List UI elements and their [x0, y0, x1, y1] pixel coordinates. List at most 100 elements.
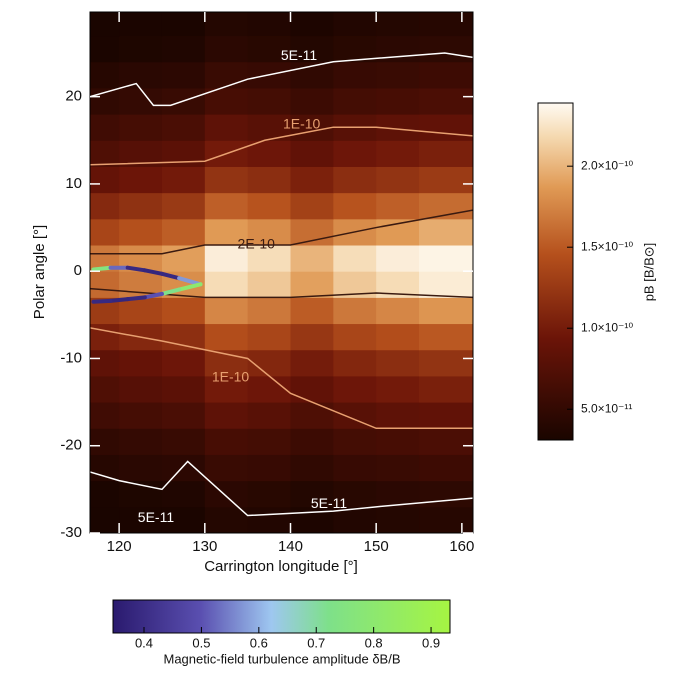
heat-cell: [376, 140, 420, 167]
heat-cell: [247, 375, 291, 403]
heat-cell: [333, 140, 377, 167]
heat-cell: [161, 454, 206, 482]
heat-cell: [419, 218, 473, 246]
heat-cell: [333, 454, 377, 482]
heat-cell: [419, 323, 473, 351]
heat-cell: [290, 218, 334, 246]
overlay: [90, 52, 473, 517]
heat-cell: [419, 12, 473, 37]
x-tick-label: 150: [364, 538, 389, 555]
heat-cell: [161, 12, 206, 37]
heat-cell: [90, 271, 120, 298]
heat-cell: [161, 297, 206, 325]
colorbar-turbulence-tick-label: 0.8: [365, 635, 383, 650]
heat-cell: [376, 245, 420, 272]
heat-cell: [290, 166, 334, 194]
heat-cell: [247, 323, 291, 351]
heat-cell: [376, 166, 420, 194]
heat-cell: [204, 218, 249, 246]
heat-cell: [161, 506, 206, 533]
heat-cell: [204, 12, 249, 37]
heat-cell: [376, 61, 420, 89]
heat-cell: [333, 192, 377, 220]
heat-cell: [333, 87, 377, 115]
y-tick-label: -10: [60, 349, 82, 366]
heat-cell: [333, 349, 377, 377]
plot-frame: [89, 11, 474, 534]
heat-cell: [119, 349, 163, 377]
heat-cell: [204, 114, 249, 141]
track-segment: [125, 265, 147, 273]
heat-cell: [419, 245, 473, 272]
heat-cell: [419, 506, 473, 533]
colorbar-turbulence-label: Magnetic-field turbulence amplitude δB/B: [163, 651, 400, 666]
heat-cell: [204, 245, 249, 272]
heat-cell: [333, 428, 377, 455]
heat-cell: [247, 192, 291, 220]
heat-cell: [119, 61, 163, 89]
heat-cell: [119, 166, 163, 194]
contour-line: [90, 327, 473, 430]
heat-cell: [333, 245, 377, 272]
heat-cell: [376, 323, 420, 351]
heat-cell: [247, 428, 291, 455]
x-tick-label: 140: [278, 538, 303, 555]
colorbar-turbulence-tick-label: 0.7: [307, 635, 325, 650]
heat-cell: [119, 35, 163, 63]
heat-cell: [90, 218, 120, 246]
heat-cell: [247, 12, 291, 37]
colorbar-turbulence-tick-label: 0.6: [250, 635, 268, 650]
heat-cell: [247, 480, 291, 508]
heat-cell: [119, 402, 163, 429]
heat-cell: [161, 218, 206, 246]
heat-cell: [204, 428, 249, 455]
heat-cell: [290, 192, 334, 220]
heat-cell: [119, 454, 163, 482]
heat-cell: [419, 297, 473, 325]
heat-cell: [247, 166, 291, 194]
contour-label: 1E-10: [212, 368, 250, 384]
heat-cell: [333, 402, 377, 429]
heat-cell: [419, 454, 473, 482]
heat-cell: [376, 87, 420, 115]
contour-label: 5E-11: [138, 509, 175, 525]
heat-cell: [119, 192, 163, 220]
heat-cell: [204, 192, 249, 220]
heat-cell: [333, 480, 377, 508]
heat-cell: [161, 402, 206, 429]
heat-cell: [247, 140, 291, 167]
heat-cell: [247, 454, 291, 482]
heat-cell: [204, 61, 249, 89]
heat-cell: [333, 375, 377, 403]
heat-cell: [204, 375, 249, 403]
heat-cell: [90, 506, 120, 533]
heat-cell: [119, 12, 163, 37]
heat-cell: [290, 428, 334, 455]
y-tick-label: 10: [65, 175, 82, 192]
colorbar-tick-label: 5.0×10⁻¹¹: [581, 401, 632, 415]
heat-cell: [247, 402, 291, 429]
heat-cell: [290, 87, 334, 115]
track-segment: [159, 287, 182, 296]
y-tick-label: -30: [60, 524, 82, 541]
colorbar-tick-label: 1.0×10⁻¹⁰: [581, 320, 633, 334]
heat-cell: [204, 166, 249, 194]
heat-cell: [290, 12, 334, 37]
contour-label: 5E-11: [311, 495, 348, 511]
heat-cell: [419, 35, 473, 63]
heat-cell: [290, 271, 334, 298]
heat-cell: [247, 245, 291, 272]
heat-cell: [376, 192, 420, 220]
colorbar: [537, 102, 574, 441]
colorbar-tick-label: 1.5×10⁻¹⁰: [581, 239, 633, 253]
y-tick-label: 0: [74, 262, 82, 279]
heat-cell: [419, 402, 473, 429]
heat-cell: [204, 297, 249, 325]
contour-line: [90, 209, 473, 255]
contour-line: [90, 460, 473, 517]
heat-cell: [290, 375, 334, 403]
heat-cell: [90, 61, 120, 89]
heat-cell: [376, 402, 420, 429]
heat-cell: [419, 140, 473, 167]
